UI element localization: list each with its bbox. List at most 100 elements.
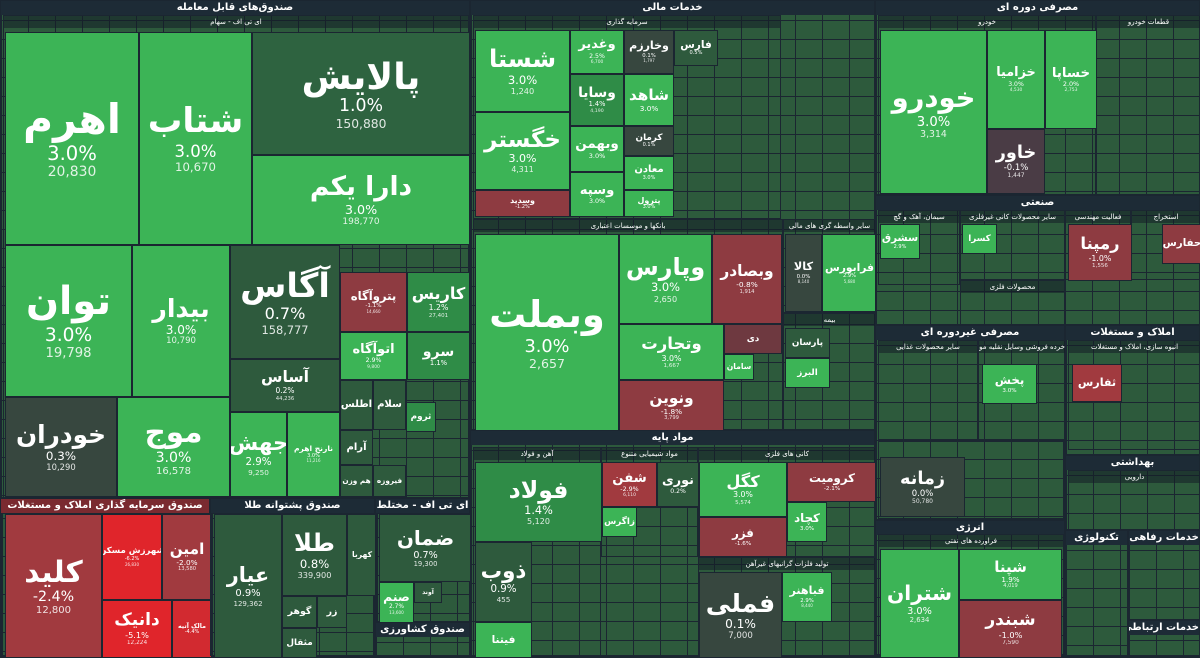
section-title: محصولات فلزی xyxy=(961,281,1064,293)
tile-change: -6.2% xyxy=(124,555,140,562)
tile-label: سرو xyxy=(422,343,455,360)
tile: طلا 0.8% 339,900 xyxy=(282,514,347,596)
tile: سرو 1.1% xyxy=(407,332,470,380)
tile: نارنج اهرم 3.0% 11,216 xyxy=(287,412,340,497)
tile-label: فرابورس xyxy=(825,260,874,274)
tile-label: فولاد xyxy=(508,476,569,505)
tile: ضمان 0.7% 19,300 xyxy=(379,514,472,582)
tile: فیتنا xyxy=(475,622,532,658)
tile-change: 3.0% xyxy=(1008,80,1024,88)
tile-change: 0.3% xyxy=(45,448,77,463)
tile-change: 3.0% xyxy=(642,204,656,211)
tile-change: 0.2% xyxy=(670,488,686,496)
tile-change: -2.9% xyxy=(620,485,639,493)
section-title: فعالیت مهندسی xyxy=(1066,211,1130,223)
tile-value: 10,670 xyxy=(175,160,216,175)
tile-label: خاور xyxy=(995,143,1037,163)
tile: وغدیر 2.5% 6,700 xyxy=(570,30,624,74)
tile-change: 2.9% xyxy=(800,598,814,604)
section-title: مواد شیمیایی متنوع xyxy=(602,448,697,460)
tile-change: 0.8% xyxy=(299,556,330,571)
tile: سامان xyxy=(724,354,754,380)
tile: ثفارس xyxy=(1072,364,1122,402)
tile-label: آرام xyxy=(346,441,367,453)
tile-label: کهربا xyxy=(351,549,373,559)
tile: پتروآگاه -1.1% 14,660 xyxy=(340,272,407,332)
tile-value: 26,830 xyxy=(125,561,139,567)
sector: ای تی اف - مختلط ضمان 0.7% 19,300 صنم 2.7% 13,… xyxy=(375,498,472,624)
tile-label: سامان xyxy=(726,361,752,371)
section: عیار 0.9% 129,362 طلا 0.8% 339,900 کهربا گوهر زر… xyxy=(212,513,377,658)
tile: شتران 3.0% 2,634 xyxy=(880,549,959,658)
tile: خودرو 3.0% 3,314 xyxy=(880,30,987,194)
tile-change: 3.0% xyxy=(307,452,320,459)
section: فعالیت مهندسی رمپنا -1.0% 1,556 xyxy=(1065,210,1132,281)
tile-change: 2.9% xyxy=(365,357,382,365)
tile-label: فملی xyxy=(705,588,776,618)
tile-change: -1.1% xyxy=(365,303,382,310)
tile-label: نارنج اهرم xyxy=(293,443,334,453)
tile-label: وبصادر xyxy=(720,261,774,280)
tile-change: -1.0% xyxy=(1088,254,1112,264)
tile-value: 12,800 xyxy=(35,605,72,617)
tile-change: 3.0% xyxy=(916,114,951,130)
sector-title: صندوق‌های قابل معامله xyxy=(1,1,469,15)
tile: آوند xyxy=(414,582,442,603)
tile-label: خگستر xyxy=(484,127,561,153)
tile-label: سلام xyxy=(377,399,402,411)
tile-label: ضمان xyxy=(396,526,455,551)
tile-value: 2,634 xyxy=(909,615,930,624)
tile-value: 129,362 xyxy=(233,598,263,608)
tile-change: 0.0% xyxy=(911,487,934,498)
tile: کسرا xyxy=(962,224,997,254)
section: انبوه سازی، املاک و مستغلات ثفارس xyxy=(1068,340,1200,450)
tile-change: 1.4% xyxy=(524,504,553,518)
tile: وبصادر -0.8% 1,914 xyxy=(712,234,782,324)
tile: زاگرس xyxy=(602,507,637,537)
tile-label: کرومیت xyxy=(809,471,855,485)
tile-change: -1.0% xyxy=(998,629,1023,640)
tile-value: 1,240 xyxy=(510,85,535,96)
tile-change: 3.0% xyxy=(47,141,97,165)
sector-title: مواد پایه xyxy=(471,431,874,445)
sector-title: بهداشتی xyxy=(1066,456,1199,470)
tile-change: 2.9% xyxy=(842,272,857,279)
tile-value: 8,140 xyxy=(797,279,810,285)
tile-change: 3.0% xyxy=(650,280,681,295)
tile: ذوب 0.9% 455 xyxy=(475,542,532,622)
tile-label: ثروم xyxy=(410,411,432,422)
sector: صندوق پشتوانه طلا عیار 0.9% 129,362 طلا 0.8% 3… xyxy=(210,498,377,658)
tile-label: ذوب xyxy=(480,558,527,584)
tile: شفن -2.9% 6,110 xyxy=(602,462,657,507)
tile: اهرم 3.0% 20,830 xyxy=(5,32,139,245)
section: ضمان 0.7% 19,300 صنم 2.7% 13,600 آوند xyxy=(377,513,472,624)
tile-label: زر xyxy=(326,605,338,617)
section-title: خرده فروشی وسایل نقلیه موتوری xyxy=(979,341,1065,353)
tile-label: آگاس xyxy=(240,265,330,305)
section: فراورده های نفتی شتران 3.0% 2,634 شپنا 1.9% 4,… xyxy=(878,534,1064,658)
tile-label: وسایا xyxy=(578,84,616,101)
tile-value: 1,797 xyxy=(643,58,655,64)
section-title: سایر محصولات کانی غیرفلزی xyxy=(961,211,1064,223)
sector: خدمات مالی سرمایه گذاری شستا 3.0% 1,240 خگستر… xyxy=(470,0,877,432)
tile: سلام xyxy=(373,380,406,430)
tile: خزامیا 3.0% 4,530 xyxy=(987,30,1045,129)
tile: آساس 0.2% 44,236 xyxy=(230,359,340,412)
tile-value: 4,190 xyxy=(590,109,604,115)
tile-label: پارسان xyxy=(791,337,824,348)
tile: وبملت 3.0% 2,657 xyxy=(475,234,619,432)
tile: اتوآگاه 2.9% 9,800 xyxy=(340,332,407,380)
tile-change: 3.0% xyxy=(588,198,606,206)
tile-change: 0.5% xyxy=(689,50,703,57)
section: سرمایه گذاری شستا 3.0% 1,240 خگستر 3.0% 4,311 و… xyxy=(473,15,781,219)
tile: کچاد 3.0% xyxy=(787,502,827,542)
tile-value: 5,120 xyxy=(527,517,550,527)
tile-label: امین xyxy=(169,540,205,559)
tile: امین -2.0% 13,580 xyxy=(162,514,212,600)
tile: کلید -2.4% 12,800 xyxy=(5,514,102,658)
tile: عیار 0.9% 129,362 xyxy=(214,514,282,658)
tile-change: 3.0% xyxy=(661,353,682,363)
tile: وتجارت 3.0% 1,667 xyxy=(619,324,724,380)
